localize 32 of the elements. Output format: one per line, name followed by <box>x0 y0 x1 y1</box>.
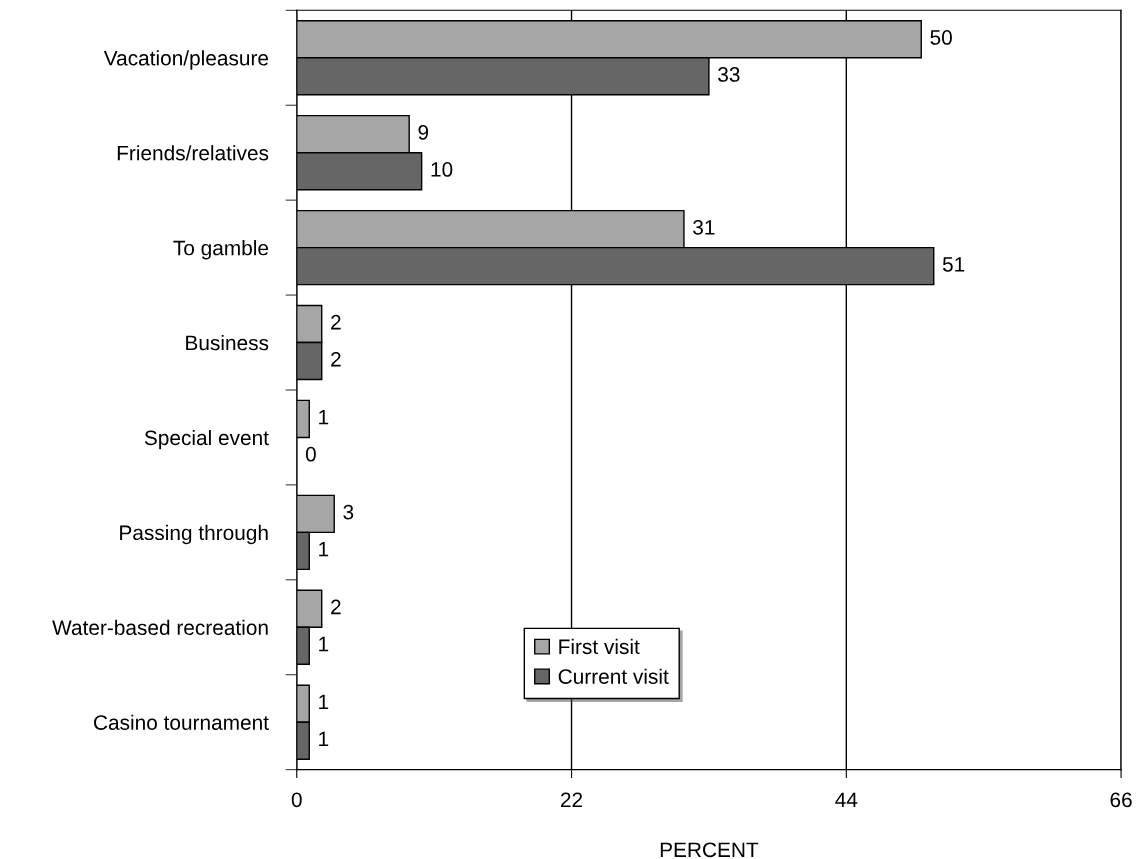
y-tick-label: Special event <box>144 429 269 450</box>
data-label: 2 <box>331 351 341 367</box>
x-tick-label: 22 <box>560 792 583 807</box>
data-label: 3 <box>343 504 354 520</box>
data-label: 1 <box>319 636 329 652</box>
x-tick-label: 66 <box>1110 792 1132 808</box>
x-axis-title: PERCENT <box>660 842 759 858</box>
data-label: 51 <box>942 257 965 272</box>
data-label: 1 <box>319 731 329 747</box>
data-label: 50 <box>930 30 952 45</box>
x-tick-label: 44 <box>835 792 858 807</box>
y-tick-label: Vacation/pleasure <box>103 50 269 70</box>
data-label: 9 <box>418 125 429 140</box>
y-tick-label: Passing through <box>120 524 268 545</box>
y-tick-label: To gamble <box>173 240 269 260</box>
data-label: 2 <box>331 599 341 615</box>
data-label: 1 <box>319 694 329 710</box>
legend-label: First visit <box>559 638 640 655</box>
data-label: 33 <box>718 67 740 82</box>
y-tick-label: Water-based recreation <box>52 619 268 636</box>
data-label: 1 <box>319 541 329 557</box>
data-label: 2 <box>331 314 341 330</box>
y-tick-label: Friends/relatives <box>117 145 269 161</box>
data-label: 10 <box>431 162 453 177</box>
x-tick-label: 0 <box>291 792 302 808</box>
bar <box>296 399 310 439</box>
y-tick-label: Business <box>186 334 269 351</box>
data-label: 1 <box>319 409 329 425</box>
legend-label: Current visit <box>558 668 669 684</box>
y-tick-label: Casino tournament <box>94 714 269 730</box>
data-label: 31 <box>693 219 715 235</box>
data-label: 0 <box>305 446 316 462</box>
